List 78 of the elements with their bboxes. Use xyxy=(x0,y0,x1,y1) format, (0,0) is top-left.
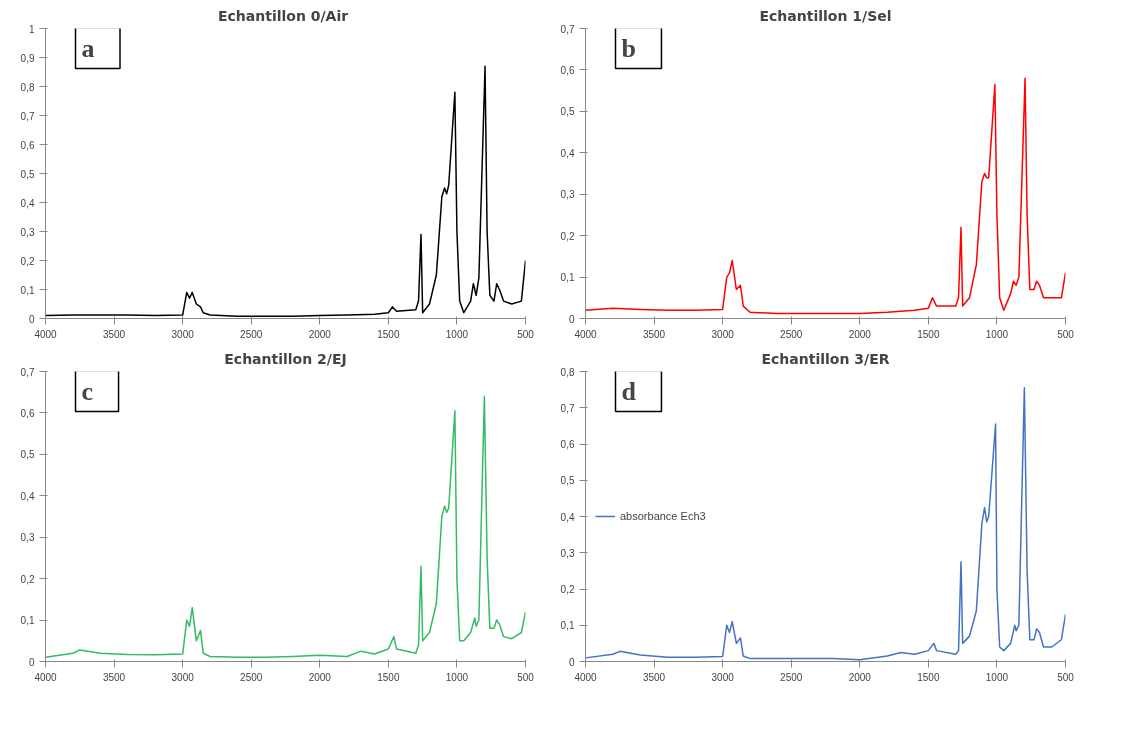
x-tick-label: 500 xyxy=(517,328,535,340)
x-tick-label: 1500 xyxy=(377,671,400,683)
y-tick-label: 0,1 xyxy=(560,620,575,632)
x-tick-label: 1000 xyxy=(445,328,469,340)
y-tick-label: 0 xyxy=(28,313,35,325)
x-tick-label: 3000 xyxy=(171,328,195,340)
x-tick-label: 2500 xyxy=(240,328,263,340)
y-tick-label: 0,5 xyxy=(560,475,575,487)
annotation: c xyxy=(81,376,94,406)
y-tick-label: 0,1 xyxy=(560,272,575,284)
x-tick-label: 3500 xyxy=(642,328,666,340)
x-tick-label: 2000 xyxy=(848,328,872,340)
x-tick-label: 3500 xyxy=(102,671,126,683)
x-tick-label: 3500 xyxy=(642,671,666,683)
y-tick-label: 0,4 xyxy=(20,490,35,502)
x-tick-label: 1000 xyxy=(445,671,469,683)
x-tick-label: 1500 xyxy=(377,328,400,340)
x-tick-label: 500 xyxy=(1057,671,1075,683)
y-tick-label: 0,6 xyxy=(560,439,575,450)
y-tick-label: 0,3 xyxy=(20,532,35,544)
x-tick-label: 500 xyxy=(1057,328,1075,340)
y-tick-label: 0,7 xyxy=(20,110,35,122)
y-tick-label: 0,6 xyxy=(20,407,35,419)
y-tick-label: 0,5 xyxy=(560,106,575,118)
y-tick-label: 0 xyxy=(568,656,575,668)
annotation: a xyxy=(81,33,95,63)
x-tick-label: 2500 xyxy=(780,328,803,340)
y-tick-label: 0,3 xyxy=(20,226,35,238)
y-tick-label: 0,3 xyxy=(560,189,575,201)
y-tick-label: 0,4 xyxy=(20,197,35,209)
y-tick-label: 0,5 xyxy=(20,449,35,461)
y-tick-label: 0,5 xyxy=(20,168,35,180)
x-tick-label: 2000 xyxy=(308,671,332,683)
x-tick-label: 3000 xyxy=(711,328,735,340)
x-tick-label: 1000 xyxy=(985,328,1009,340)
y-tick-label: 0,8 xyxy=(560,366,575,378)
y-tick-label: 0,9 xyxy=(20,52,35,64)
y-tick-label: 0,2 xyxy=(560,230,575,242)
y-tick-label: 0,2 xyxy=(20,573,35,585)
x-tick-label: 1000 xyxy=(985,671,1009,683)
y-tick-label: 0,7 xyxy=(20,366,35,378)
x-tick-label: 2500 xyxy=(240,671,263,683)
x-tick-label: 4000 xyxy=(574,671,598,683)
y-tick-label: 0,1 xyxy=(20,284,35,296)
x-tick-label: 2500 xyxy=(780,671,803,683)
x-tick-label: 3000 xyxy=(171,671,195,683)
y-tick-label: 0,6 xyxy=(560,64,575,76)
y-tick-label: 0,7 xyxy=(560,402,575,414)
y-tick-label: 0,4 xyxy=(560,147,575,159)
annotation: b xyxy=(621,33,636,63)
y-tick-label: 0,1 xyxy=(20,615,35,627)
x-tick-label: 1500 xyxy=(917,671,940,683)
y-tick-label: 0,4 xyxy=(560,511,575,523)
y-tick-label: 0,8 xyxy=(20,81,35,93)
y-tick-label: 0,7 xyxy=(560,23,575,35)
x-tick-label: 4000 xyxy=(34,328,58,340)
chart-title: Echantillon 3/ER xyxy=(761,350,890,367)
x-tick-label: 500 xyxy=(517,671,535,683)
chart-title: Echantillon 0/Air xyxy=(217,7,349,24)
y-tick-label: 0,2 xyxy=(20,255,35,267)
y-tick-label: 0,6 xyxy=(20,139,35,151)
y-tick-label: 0,3 xyxy=(560,547,575,559)
legend-label: absorbance Ech3 xyxy=(620,510,706,522)
line-series xyxy=(585,77,1066,315)
x-tick-label: 1500 xyxy=(917,328,940,340)
annotation: d xyxy=(621,376,637,406)
chart-title: Echantillon 1/Sel xyxy=(759,7,892,24)
x-tick-label: 3500 xyxy=(102,328,126,340)
x-tick-label: 2000 xyxy=(848,671,872,683)
y-tick-label: 0,2 xyxy=(560,584,575,595)
chart-title: Echantillon 2/EJ xyxy=(224,350,347,367)
x-tick-label: 4000 xyxy=(574,328,598,340)
y-tick-label: 0 xyxy=(568,313,575,325)
x-tick-label: 4000 xyxy=(34,671,58,683)
y-tick-label: 1 xyxy=(28,23,35,35)
y-tick-label: 0 xyxy=(28,656,35,668)
x-tick-label: 2000 xyxy=(308,328,332,340)
x-tick-label: 3000 xyxy=(711,671,735,683)
